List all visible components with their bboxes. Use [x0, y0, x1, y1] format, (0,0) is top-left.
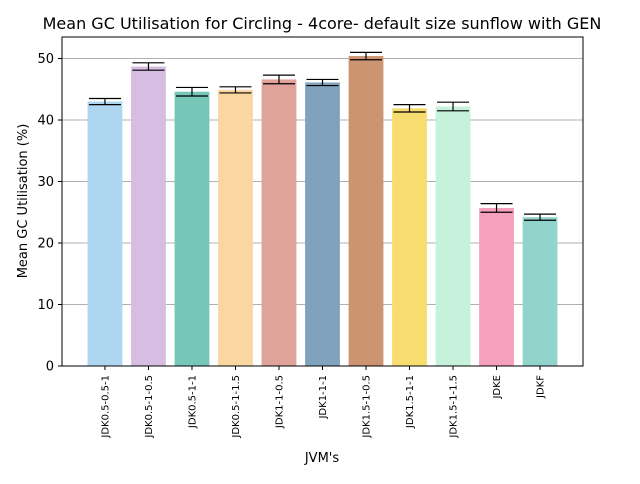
x-tick-label: JDK1.5-1-1.5: [449, 375, 460, 439]
bar: [305, 82, 340, 367]
bars: [87, 56, 558, 367]
y-axis-label: Mean GC Utilisation (%): [16, 124, 31, 279]
bar: [479, 207, 514, 366]
x-tick-label: JDK1-1-1: [318, 375, 329, 420]
y-tick-label: 30: [37, 175, 54, 190]
y-tick-label: 0: [46, 360, 54, 375]
x-tick-label: JDK0.5-1-1.5: [231, 375, 242, 439]
y-tick-label: 10: [37, 298, 54, 313]
x-tick-label: JDK0.5-0.5-1: [100, 375, 111, 439]
bar: [261, 79, 297, 367]
bar: [131, 66, 166, 366]
error-bars: [88, 51, 557, 221]
x-tick-label: JDK1.5-1-1: [405, 375, 416, 429]
y-tick-label: 40: [37, 114, 54, 129]
x-tick-label: JDKE: [492, 375, 503, 400]
x-tick-label: JDK0.5-1-0.5: [144, 375, 155, 439]
bar: [392, 108, 427, 366]
y-tick-label: 20: [37, 237, 54, 252]
y-axis-ticks: 0 10 20 30 40 50: [37, 52, 62, 375]
x-tick-label: JDK1-1-0.5: [274, 375, 285, 429]
chart-title: Mean GC Utilisation for Circling - 4core…: [43, 14, 602, 33]
bar: [87, 101, 123, 366]
x-axis-label: JVM's: [304, 451, 340, 466]
bar: [435, 106, 471, 367]
x-tick-label: JDK1.5-1-0.5: [362, 375, 373, 439]
bar: [174, 91, 210, 367]
bar: [348, 56, 384, 367]
x-tick-label: JDKF: [536, 375, 547, 399]
x-axis-ticks: JDK0.5-0.5-1 JDK0.5-1-0.5 JDK0.5-1-1 JDK0.5…: [100, 366, 547, 439]
y-tick-label: 50: [37, 52, 54, 67]
bar: [218, 89, 253, 366]
bar: [522, 217, 558, 366]
x-tick-label: JDK0.5-1-1: [187, 375, 198, 429]
